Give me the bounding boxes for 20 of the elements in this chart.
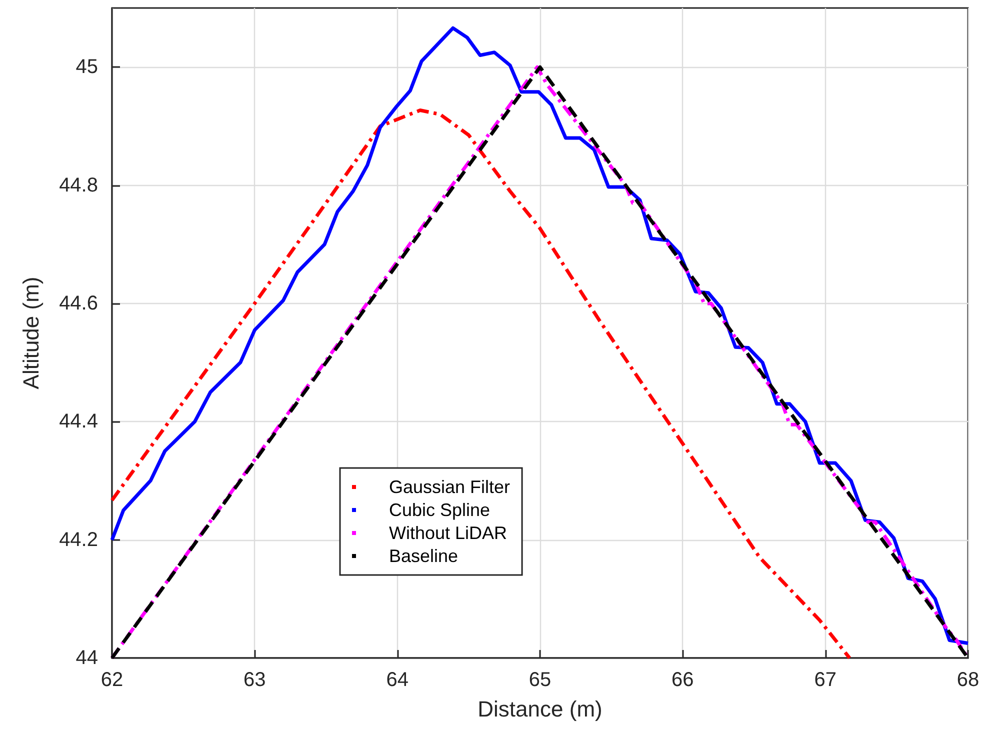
y-tick-label: 45: [76, 56, 98, 78]
x-tick-label: 62: [100, 669, 124, 691]
y-tick-label: 44: [76, 647, 98, 669]
line-series: [110, 108, 852, 660]
y-tick-label: 44.2: [59, 528, 98, 551]
legend-label: Gaussian Filter: [389, 477, 510, 497]
x-tick-label: 65: [528, 669, 552, 691]
y-tick-label: 44.4: [59, 410, 98, 433]
x-tick-label: 68: [956, 669, 980, 691]
x-axis-title: Distance (m): [478, 696, 602, 722]
legend-label: Without LiDAR: [389, 523, 508, 543]
y-tick-label: 44.6: [59, 292, 98, 314]
y-tick-label: 44.8: [59, 174, 98, 196]
x-tick-label: 64: [386, 669, 408, 691]
legend-label: Baseline: [389, 546, 458, 566]
x-tick-label: 67: [814, 669, 836, 691]
x-tick-label: 66: [672, 669, 694, 691]
legend-label: Cubic Spline: [389, 500, 490, 520]
y-axis-title: Altitude (m): [18, 276, 44, 390]
x-tick-label: 63: [244, 669, 266, 691]
